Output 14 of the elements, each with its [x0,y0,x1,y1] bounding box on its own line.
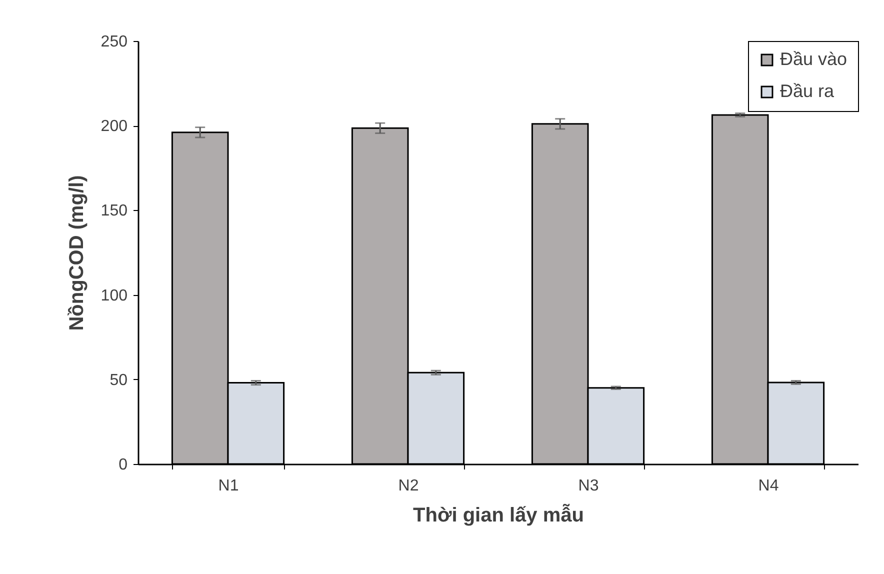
y-tick-label: 50 [110,372,128,389]
x-tick-label: N4 [758,478,779,494]
legend-label: Đầu vào [780,49,848,69]
y-tick-label: 250 [100,34,128,50]
x-tick-label: N3 [578,478,599,494]
y-tick-label: 100 [100,287,128,304]
x-axis-title: Thời gian lấy mẫu [413,504,584,526]
y-tick-label: 0 [118,456,128,474]
y-tick-label: 150 [100,202,128,220]
x-tick-label: N1 [218,478,239,494]
legend-label: Đầu ra [780,81,836,101]
y-axis-title: NồngCOD (mg/l) [66,175,88,331]
y-tick-label: 200 [100,118,128,136]
x-tick-label: N2 [398,478,419,494]
